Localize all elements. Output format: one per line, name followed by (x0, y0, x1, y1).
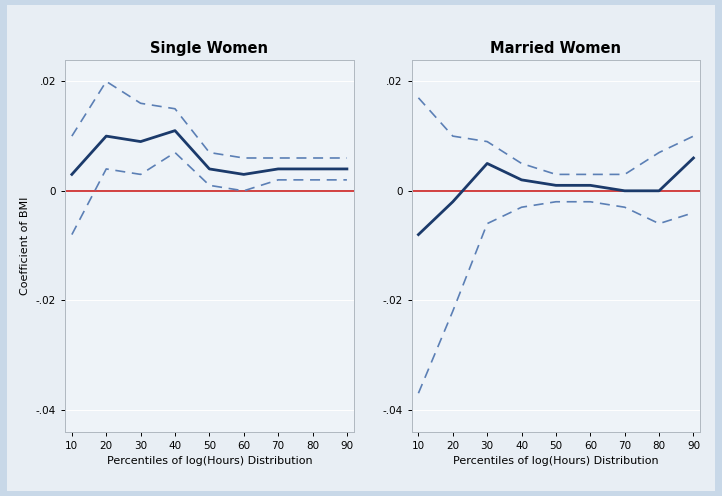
Title: Single Women: Single Women (150, 41, 269, 56)
Y-axis label: Coefficient of BMI: Coefficient of BMI (20, 196, 30, 295)
X-axis label: Percentiles of log(Hours) Distribution: Percentiles of log(Hours) Distribution (107, 456, 312, 466)
Title: Married Women: Married Women (490, 41, 622, 56)
X-axis label: Percentiles of log(Hours) Distribution: Percentiles of log(Hours) Distribution (453, 456, 658, 466)
